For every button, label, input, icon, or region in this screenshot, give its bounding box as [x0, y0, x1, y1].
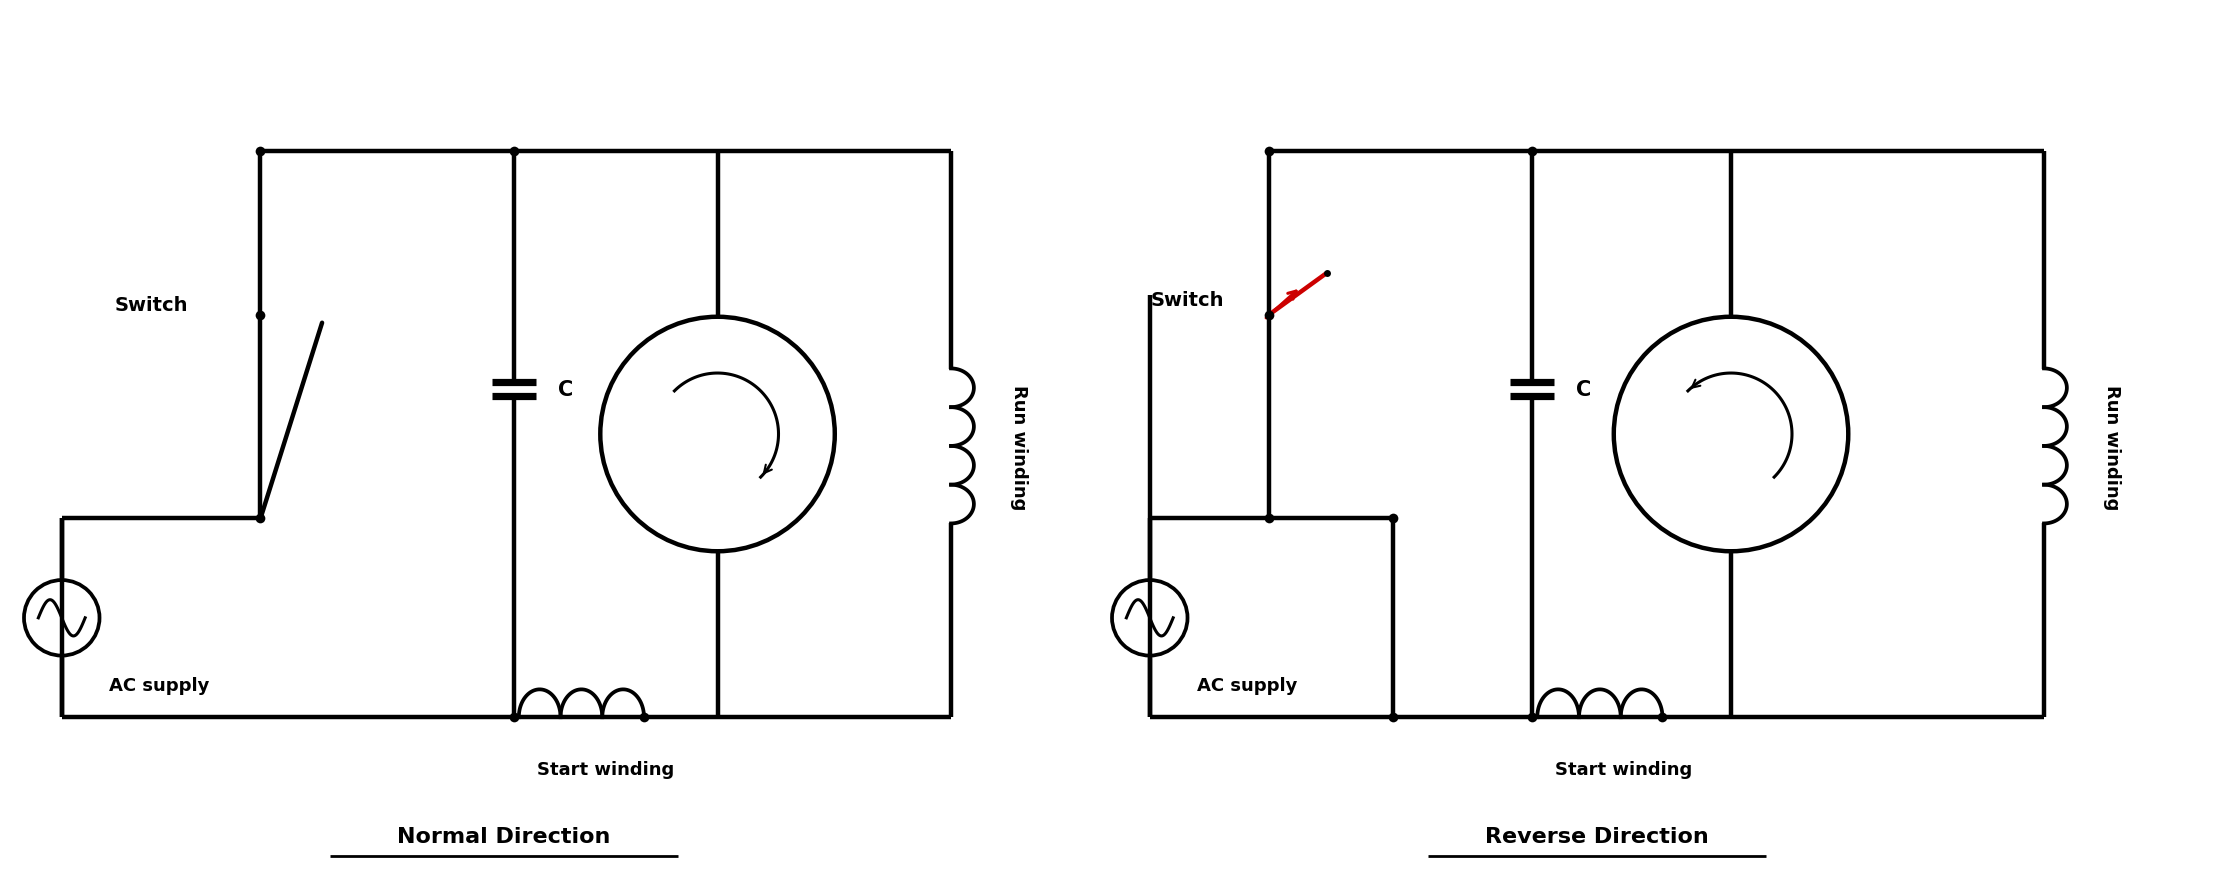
Text: Run winding: Run winding — [2103, 385, 2120, 510]
Text: Switch: Switch — [113, 296, 187, 315]
Text: AC supply: AC supply — [1197, 677, 1297, 694]
Text: AC supply: AC supply — [109, 677, 209, 694]
Text: Normal Direction: Normal Direction — [398, 826, 610, 846]
Text: Start winding: Start winding — [1555, 760, 1693, 778]
Text: C: C — [558, 380, 574, 400]
Text: Start winding: Start winding — [536, 760, 674, 778]
Text: Run winding: Run winding — [1010, 385, 1028, 510]
Text: C: C — [1575, 380, 1591, 400]
Text: Switch: Switch — [1150, 291, 1224, 310]
Text: Reverse Direction: Reverse Direction — [1484, 826, 1709, 846]
